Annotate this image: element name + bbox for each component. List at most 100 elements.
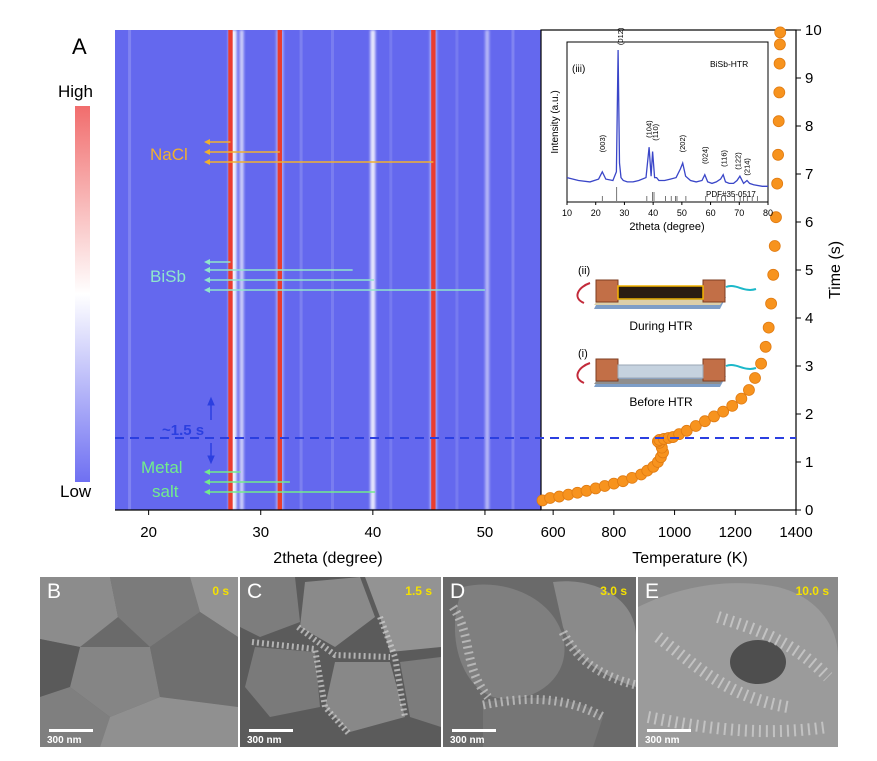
precursor-powder xyxy=(617,364,704,379)
sem-letter: D xyxy=(450,580,466,603)
device-schematic-during: (ii) During HTR xyxy=(576,265,757,333)
colorbar-low-label: Low xyxy=(60,482,92,501)
peak-halo xyxy=(485,30,490,510)
phase-label-metal: Metal xyxy=(141,458,183,477)
time-y-tick-label: 1 xyxy=(805,454,813,471)
sem-image-b xyxy=(40,577,238,747)
sem-time-label: 3.0 s xyxy=(600,584,627,598)
phase-arrow-head xyxy=(204,267,210,273)
scale-bar-label: 300 nm xyxy=(247,735,282,746)
time-y-tick-label: 8 xyxy=(805,118,813,135)
electrode-left xyxy=(595,279,619,303)
xrd-xlabel: 2theta (degree) xyxy=(629,221,704,233)
wire-left xyxy=(576,362,591,384)
carbon-film xyxy=(594,300,724,305)
temperature-x-tick-label: 600 xyxy=(541,524,566,541)
wire-right xyxy=(725,364,757,370)
xrd-peak-label: (104) xyxy=(645,120,654,138)
colorbar-high-label: High xyxy=(58,82,93,101)
temperature-data-point xyxy=(735,392,748,405)
sem-image-e xyxy=(638,577,838,747)
temperature-data-point xyxy=(708,410,720,423)
scale-bar-label: 300 nm xyxy=(47,735,82,746)
time-ylabel: Time (s) xyxy=(827,241,844,299)
wire-right xyxy=(725,285,757,291)
temperature-data-point xyxy=(743,384,755,396)
faint-streak xyxy=(128,30,132,510)
sem-panel-b: B 0 s 300 nm xyxy=(40,577,238,747)
panel-letter-a: A xyxy=(72,34,87,59)
temperature-data-point xyxy=(749,372,761,384)
heatmap-x-tick-label: 20 xyxy=(140,524,157,541)
threshold-arrows xyxy=(207,396,215,465)
electrode-left xyxy=(595,358,619,382)
phase-arrow-head xyxy=(204,139,210,145)
scale-bar xyxy=(647,729,691,732)
phase-arrow-head xyxy=(204,159,210,165)
scale-bar xyxy=(49,729,93,732)
xrd-x-tick-label: 60 xyxy=(706,208,716,218)
electrode-right xyxy=(702,279,726,303)
sem-letter: B xyxy=(47,580,62,603)
xrd-peak-label: (202) xyxy=(678,134,687,152)
phase-arrow-head xyxy=(204,479,210,485)
time-y-tick-label: 2 xyxy=(805,406,813,423)
xrd-peak-label: (024) xyxy=(701,146,710,164)
faint-streak xyxy=(455,30,459,510)
xrd-peak-label: (012) xyxy=(616,27,625,45)
xrd-x-tick-label: 40 xyxy=(648,208,658,218)
time-y-tick-label: 0 xyxy=(805,502,813,519)
time-y-tick-label: 4 xyxy=(805,310,813,327)
sem-letter: C xyxy=(247,580,263,603)
phase-label-nacl: NaCl xyxy=(150,145,188,164)
temperature-x-tick-label: 800 xyxy=(601,524,626,541)
time-y-tick-label: 7 xyxy=(805,166,813,183)
phase-arrow-head xyxy=(204,259,210,265)
temperature-data-point xyxy=(680,424,693,437)
xrd-x-tick-label: 50 xyxy=(677,208,687,218)
temperature-data-point xyxy=(767,268,780,281)
faint-streak xyxy=(511,30,515,510)
temperature-data-point xyxy=(772,115,785,128)
xrd-peak-label: (110) xyxy=(651,123,660,140)
wire-left xyxy=(576,282,591,304)
xrd-ylabel: Intensity (a.u.) xyxy=(550,90,561,153)
sem-image-c xyxy=(240,577,441,747)
schematic-roman-i: (i) xyxy=(578,348,588,360)
temperature-data-point xyxy=(762,321,775,334)
xrd-roman-label: (iii) xyxy=(572,64,585,75)
temperature-data-point xyxy=(717,405,730,418)
phase-arrow-head xyxy=(204,489,210,495)
sem-time-label: 0 s xyxy=(212,584,229,598)
scale-bar-label: 300 nm xyxy=(450,735,485,746)
carbon-film xyxy=(594,379,724,384)
faint-streak xyxy=(389,30,393,510)
xrd-sample-label: BiSb-HTR xyxy=(710,59,748,69)
sem-panel-c: C 1.5 s 300 nm xyxy=(240,577,441,747)
electrode-right xyxy=(702,358,726,382)
xrd-x-tick-label: 30 xyxy=(619,208,629,218)
temperature-data-point xyxy=(773,86,786,99)
phase-arrow-head xyxy=(204,287,210,293)
temperature-data-point xyxy=(755,357,767,370)
temperature-data-point xyxy=(768,240,781,252)
temperature-data-point xyxy=(773,57,786,70)
sem-panel-d: D 3.0 s 300 nm xyxy=(443,577,636,747)
sem-panel-e: E 10.0 s 300 nm xyxy=(638,577,838,747)
schematic-caption-before: Before HTR xyxy=(629,395,693,409)
scale-bar xyxy=(452,729,496,732)
temperature-data-point xyxy=(765,297,778,310)
colorbar xyxy=(75,106,90,482)
temperature-x-tick-label: 1200 xyxy=(719,524,752,541)
phase-arrow-head xyxy=(204,277,210,283)
peak-halo xyxy=(370,30,376,510)
temperature-data-point xyxy=(689,420,702,432)
xrd-x-tick-label: 70 xyxy=(734,208,744,218)
time-y-tick-label: 3 xyxy=(805,358,813,375)
time-y-tick-label: 5 xyxy=(805,262,813,279)
sem-time-label: 1.5 s xyxy=(405,584,432,598)
phase-label-salt: salt xyxy=(152,482,179,501)
sem-image-d xyxy=(443,577,636,747)
temperature-data-point xyxy=(771,177,784,190)
scale-bar-label: 300 nm xyxy=(645,735,680,746)
